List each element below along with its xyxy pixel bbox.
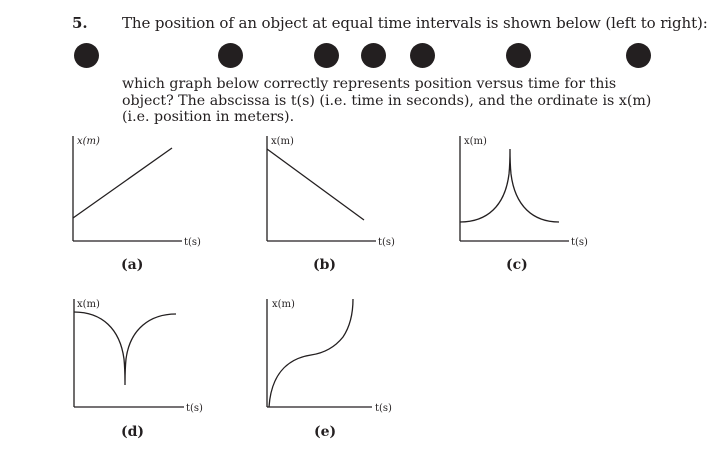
x-axis-label: t(s): [186, 403, 203, 414]
graph-a-plot: x(m) t(s): [72, 136, 201, 248]
x-axis-label: t(s): [378, 237, 395, 248]
y-axis-label: x(m): [271, 136, 294, 147]
y-axis-label: x(m): [272, 299, 295, 310]
question-number: 5.: [72, 14, 88, 32]
position-dot: [73, 42, 99, 68]
x-axis-label: t(s): [184, 237, 201, 248]
graph-a[interactable]: x(m) t(s): [70, 134, 201, 248]
graph-b-plot: x(m) t(s): [266, 136, 395, 248]
position-dot: [217, 42, 243, 68]
graph-e-plot: x(m) t(s): [266, 298, 392, 414]
x-axis-label: t(s): [571, 237, 588, 248]
y-axis-label: x(m): [77, 136, 100, 147]
graph-b[interactable]: x(m) t(s): [264, 134, 395, 248]
graph-d-caption: (d): [121, 424, 145, 440]
graph-a-caption: (a): [121, 257, 144, 273]
graph-c[interactable]: x(m) t(s): [457, 134, 588, 248]
question-body: which graph below correctly represents p…: [122, 76, 652, 125]
graph-d-plot: x(m) t(s): [73, 299, 203, 414]
position-dot: [409, 42, 435, 68]
position-dots: [0, 0, 711, 80]
x-axis-label: t(s): [375, 403, 392, 414]
question-prompt: The position of an object at equal time …: [122, 14, 708, 32]
position-dot: [505, 42, 531, 68]
y-axis-label: x(m): [464, 136, 487, 147]
position-dot: [313, 42, 339, 68]
graph-c-caption: (c): [506, 257, 528, 273]
graph-d[interactable]: x(m) t(s): [72, 297, 203, 414]
graph-e-caption: (e): [314, 424, 337, 440]
graph-c-plot: x(m) t(s): [459, 136, 588, 248]
graph-b-caption: (b): [313, 257, 337, 273]
position-dot: [360, 42, 386, 68]
y-axis-label: x(m): [77, 299, 100, 310]
position-dot: [625, 42, 651, 68]
graph-e[interactable]: x(m) t(s): [265, 297, 395, 414]
